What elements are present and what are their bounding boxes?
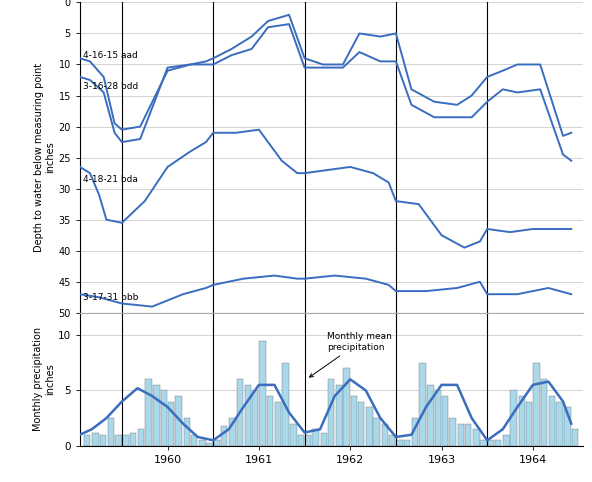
Bar: [549, 396, 555, 446]
Text: Monthly mean
precipitation: Monthly mean precipitation: [310, 332, 392, 377]
Bar: [572, 429, 578, 446]
Bar: [252, 390, 259, 446]
Bar: [488, 441, 494, 446]
Bar: [435, 390, 441, 446]
Bar: [184, 418, 190, 446]
Bar: [510, 390, 517, 446]
Bar: [138, 429, 144, 446]
Bar: [480, 441, 487, 446]
Bar: [366, 407, 372, 446]
Bar: [221, 426, 227, 446]
Bar: [343, 368, 350, 446]
Bar: [374, 418, 380, 446]
Bar: [396, 441, 403, 446]
Text: 4-18-21 bda: 4-18-21 bda: [83, 175, 137, 184]
Bar: [427, 385, 434, 446]
Bar: [313, 429, 318, 446]
Bar: [495, 441, 501, 446]
Bar: [404, 441, 410, 446]
Bar: [153, 385, 160, 446]
Text: 3-17-31 bbb: 3-17-31 bbb: [83, 293, 138, 302]
Bar: [442, 396, 449, 446]
Bar: [214, 441, 220, 446]
Bar: [465, 424, 471, 446]
Bar: [533, 363, 540, 446]
Bar: [320, 432, 327, 446]
Bar: [540, 379, 547, 446]
Bar: [84, 435, 91, 446]
Bar: [108, 418, 114, 446]
Bar: [99, 435, 106, 446]
Bar: [266, 396, 273, 446]
Text: 3-16-28 bdd: 3-16-28 bdd: [83, 82, 138, 91]
Bar: [382, 424, 388, 446]
Bar: [519, 396, 525, 446]
Bar: [291, 424, 297, 446]
Bar: [282, 363, 289, 446]
Bar: [123, 435, 129, 446]
Bar: [336, 385, 343, 446]
Y-axis label: Monthly precipitation
inches: Monthly precipitation inches: [33, 327, 55, 431]
Bar: [419, 363, 426, 446]
Bar: [244, 385, 251, 446]
Y-axis label: Depth to water below measuring point
inches: Depth to water below measuring point inc…: [34, 63, 56, 252]
Bar: [237, 379, 243, 446]
Bar: [145, 379, 152, 446]
Bar: [191, 435, 197, 446]
Bar: [130, 432, 136, 446]
Bar: [305, 435, 311, 446]
Bar: [328, 379, 334, 446]
Bar: [207, 442, 213, 446]
Text: 4-16-15 aad: 4-16-15 aad: [83, 51, 137, 60]
Bar: [199, 441, 205, 446]
Bar: [298, 435, 304, 446]
Bar: [564, 407, 571, 446]
Bar: [389, 435, 395, 446]
Bar: [526, 402, 532, 446]
Bar: [358, 402, 365, 446]
Bar: [229, 418, 236, 446]
Bar: [175, 396, 182, 446]
Bar: [556, 402, 562, 446]
Bar: [412, 418, 419, 446]
Bar: [473, 429, 480, 446]
Bar: [115, 435, 121, 446]
Bar: [160, 390, 167, 446]
Bar: [92, 432, 99, 446]
Bar: [168, 402, 175, 446]
Bar: [350, 396, 357, 446]
Bar: [275, 402, 281, 446]
Bar: [503, 435, 510, 446]
Bar: [449, 418, 456, 446]
Bar: [458, 424, 464, 446]
Bar: [259, 340, 266, 446]
